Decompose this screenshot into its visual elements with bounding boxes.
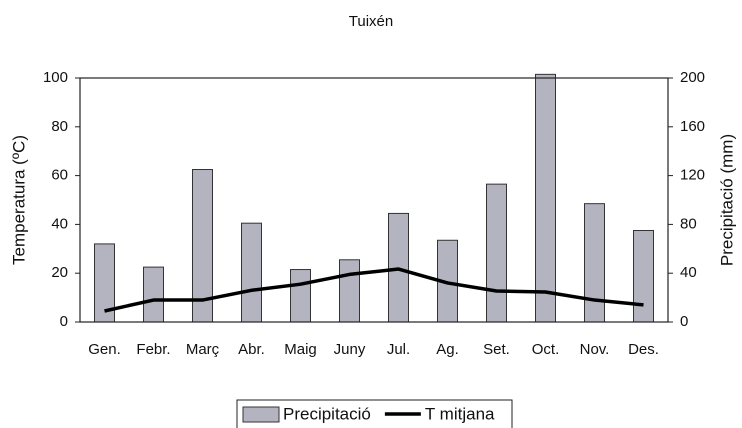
bar: [290, 269, 311, 323]
bar: [584, 203, 605, 323]
y2-axis-label: Precipitació (mm): [717, 134, 736, 266]
bar: [339, 259, 360, 323]
y2-tick-label: 0: [680, 313, 688, 330]
x-tick-label: Gen.: [88, 341, 121, 358]
legend-box: [236, 399, 513, 428]
bar: [143, 266, 164, 323]
bar: [486, 183, 507, 323]
y-axis-label: Temperatura (ºC): [9, 135, 28, 265]
y2-tick-label: 40: [680, 264, 697, 281]
plot-frame: [79, 77, 669, 323]
y-tick-label: 20: [51, 264, 68, 281]
legend-swatch: [242, 406, 280, 423]
bar: [241, 222, 262, 323]
legend-label: Precipitació: [283, 404, 371, 423]
x-tick-label: Jul.: [387, 341, 410, 358]
x-tick-label: Ag.: [436, 341, 459, 358]
y-tick-label: 100: [43, 69, 68, 86]
x-tick-label: Abr.: [238, 341, 265, 358]
y2-tick-label: 120: [680, 167, 705, 184]
x-tick-label: Set.: [483, 341, 510, 358]
y2-tick-label: 160: [680, 118, 705, 135]
y-tick-label: 0: [60, 313, 68, 330]
line: [104, 267, 644, 313]
bar: [535, 73, 556, 323]
x-tick-label: Maig: [284, 341, 317, 358]
bar: [633, 230, 654, 323]
x-tick-label: Febr.: [136, 341, 170, 358]
y2-tick-label: 200: [680, 69, 705, 86]
y-tick-label: 40: [51, 215, 68, 232]
x-tick-label: Nov.: [580, 341, 610, 358]
x-tick-label: Des.: [628, 341, 659, 358]
x-tick-label: Juny: [334, 341, 366, 358]
x-tick-label: Oct.: [532, 341, 560, 358]
chart-title: Tuixén: [349, 13, 393, 30]
y2-tick-label: 80: [680, 215, 697, 232]
legend-label: T mitjana: [425, 404, 495, 423]
y-tick-label: 60: [51, 167, 68, 184]
y-tick-label: 80: [51, 118, 68, 135]
x-tick-label: Març: [186, 341, 220, 358]
